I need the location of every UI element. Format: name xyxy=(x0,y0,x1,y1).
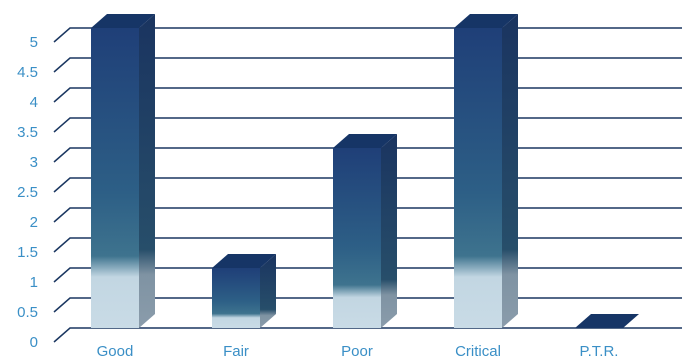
bar-front-face xyxy=(212,268,260,328)
bar-top-cap xyxy=(575,314,639,328)
bars xyxy=(91,14,639,328)
bar-top-cap xyxy=(91,14,155,28)
y-tick-label: 0 xyxy=(30,334,38,351)
x-axis-tick-labels: Good Fair Poor Critical P.T.R. xyxy=(97,343,619,360)
x-tick-label: Fair xyxy=(223,343,249,360)
bar-top-cap xyxy=(454,14,518,28)
y-tick-label: 3.5 xyxy=(17,124,38,141)
bar-good xyxy=(91,14,155,328)
y-tick-label: 2.5 xyxy=(17,184,38,201)
x-tick-label: Poor xyxy=(341,343,373,360)
bar-side-face xyxy=(139,14,155,328)
bar-top-cap xyxy=(212,254,276,268)
y-tick-label: 4.5 xyxy=(17,64,38,81)
y-tick-label: 2 xyxy=(30,214,38,231)
bar-p-t-r xyxy=(575,314,639,328)
y-tick-label: 3 xyxy=(30,154,38,171)
bar-critical xyxy=(454,14,518,328)
bar-fair xyxy=(212,254,276,328)
bar-front-face xyxy=(333,148,381,328)
x-tick-label: P.T.R. xyxy=(580,343,619,360)
y-tick-label: 4 xyxy=(30,94,38,111)
bar-side-face xyxy=(381,134,397,328)
bar-front-face xyxy=(91,28,139,328)
y-tick-label: 5 xyxy=(30,34,38,51)
x-tick-label: Critical xyxy=(455,343,501,360)
bar-side-face xyxy=(260,254,276,328)
y-tick-label: 0.5 xyxy=(17,304,38,321)
bar-top-cap xyxy=(333,134,397,148)
bar-front-face xyxy=(454,28,502,328)
bar-side-face xyxy=(502,14,518,328)
y-axis-tick-labels: 0 0.5 1 1.5 2 2.5 3 3.5 4 4.5 5 xyxy=(17,34,38,351)
x-tick-label: Good xyxy=(97,343,134,360)
y-tick-label: 1 xyxy=(30,274,38,291)
bar-poor xyxy=(333,134,397,328)
gridline xyxy=(53,327,682,343)
y-tick-label: 1.5 xyxy=(17,244,38,261)
